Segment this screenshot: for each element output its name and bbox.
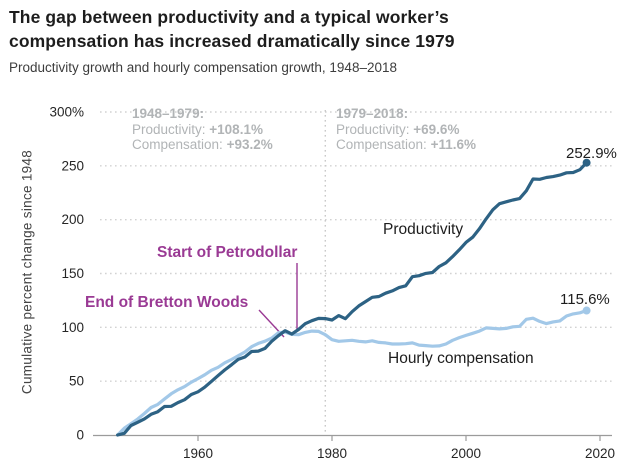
bretton-woods-annotation: End of Bretton Woods [85,294,249,311]
productivity-end-value: 252.9% [566,145,617,162]
period2-annotation: 1979–2018: Productivity: +69.6% Compensa… [336,106,476,153]
y-tick-label: 100 [61,320,84,335]
period1-annotation: 1948–1979: Productivity: +108.1% Compens… [132,106,273,153]
x-tick-label: 1960 [183,446,213,461]
x-tick-label: 1980 [317,446,347,461]
y-tick-label: 250 [61,158,84,173]
petrodollar-annotation: Start of Petrodollar [157,244,298,261]
period1-heading: 1948–1979: [132,106,205,121]
chart-subtitle: Productivity growth and hourly compensat… [9,60,397,75]
compensation-line-label: Hourly compensation [388,350,534,367]
period2-compensation: Compensation: +11.6% [336,137,476,152]
y-tick-label: 200 [61,212,84,227]
y-tick-label: 300% [49,105,84,120]
period1-compensation: Compensation: +93.2% [132,137,273,152]
compensation-end-value: 115.6% [560,291,610,308]
chart-title: The gap between productivity and a typic… [9,5,455,53]
y-axis-title: Cumulative percent change since 1948 [19,149,35,395]
period2-heading: 1979–2018: [336,106,409,121]
x-tick-label: 2020 [585,446,615,461]
productivity-line [116,161,589,437]
period2-productivity: Productivity: +69.6% [336,121,460,137]
chart-title-line2: compensation has increased dramatically … [9,31,455,51]
productivity-line-label: Productivity [383,221,464,238]
y-tick-label: 0 [76,428,84,443]
compensation-line [116,308,589,437]
period1-productivity: Productivity: +108.1% [132,121,263,137]
productivity-end-dot [582,158,591,167]
x-tick-label: 2000 [451,446,481,461]
y-tick-label: 150 [61,266,84,281]
y-tick-label: 50 [69,374,84,389]
compensation-end-dot [582,306,591,315]
chart-title-line1: The gap between productivity and a typic… [9,7,449,27]
